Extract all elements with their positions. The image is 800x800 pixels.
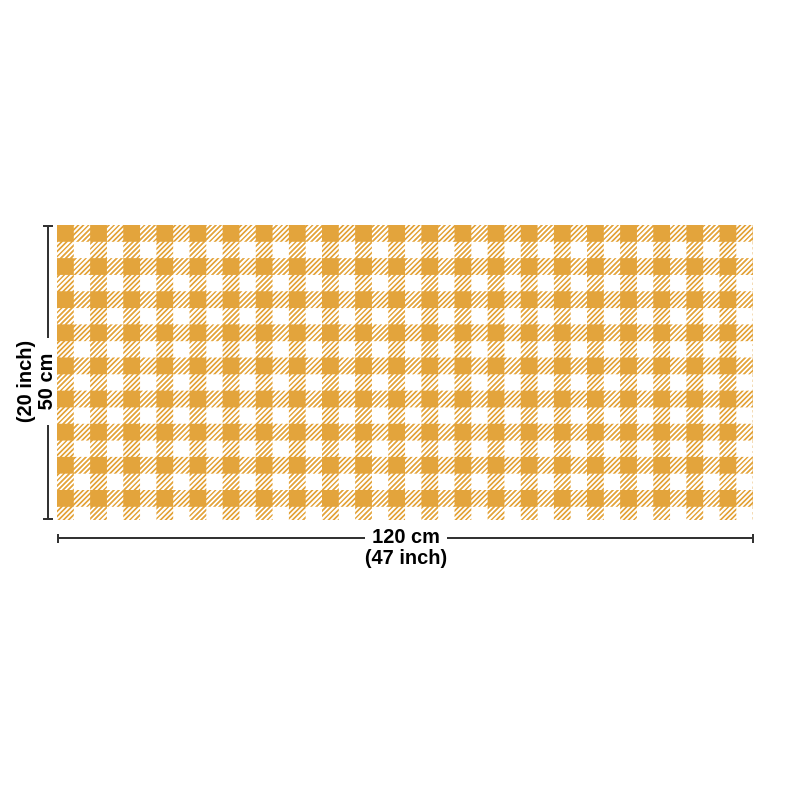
width-label-inches: (47 inch) — [364, 547, 448, 569]
height-label-inches: (20 inch) — [14, 340, 36, 424]
height-dimension-cap-top — [43, 225, 53, 227]
width-label-cm: 120 cm — [372, 526, 440, 548]
width-dimension-line-left — [58, 537, 365, 539]
height-dimension-line-upper — [47, 225, 49, 338]
width-dimension-label: 120 cm (47 inch) — [365, 527, 447, 569]
height-dimension-line-lower — [47, 425, 49, 520]
width-dimension-cap-left — [57, 534, 59, 543]
width-dimension-cap-right — [752, 534, 754, 543]
height-dimension-cap-bottom — [43, 518, 53, 520]
height-dimension-label: (20 inch) 50 cm — [14, 340, 57, 424]
fabric-swatch — [57, 225, 753, 520]
width-dimension-line-right — [447, 537, 753, 539]
height-label-cm: 50 cm — [35, 353, 57, 411]
